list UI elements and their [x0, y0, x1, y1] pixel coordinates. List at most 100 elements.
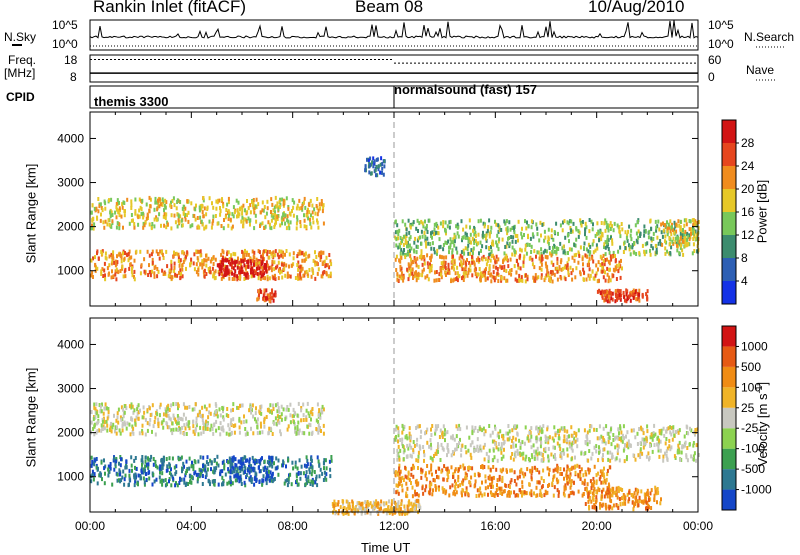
data-cell: [177, 225, 179, 229]
data-cell: [459, 483, 461, 487]
data-cell: [515, 271, 517, 275]
data-cell: [560, 223, 562, 227]
data-cell: [161, 465, 163, 469]
data-cell: [252, 415, 254, 419]
data-cell: [463, 272, 465, 276]
data-cell: [201, 220, 203, 224]
data-cell: [200, 455, 202, 459]
data-cell: [231, 470, 233, 474]
data-cell: [195, 429, 197, 433]
data-cell: [668, 426, 670, 430]
data-cell: [541, 263, 543, 267]
data-cell: [226, 203, 228, 207]
data-cell: [531, 445, 533, 449]
data-cell: [104, 481, 106, 485]
data-cell: [539, 266, 541, 270]
data-cell: [241, 265, 243, 269]
data-cell: [575, 266, 577, 270]
data-cell: [207, 423, 209, 427]
data-cell: [109, 210, 111, 214]
data-cell: [412, 267, 414, 271]
data-cell: [279, 223, 281, 227]
data-cell: [488, 246, 490, 250]
data-cell: [212, 206, 214, 210]
data-cell: [182, 250, 184, 254]
data-cell: [155, 197, 157, 201]
data-cell: [587, 467, 589, 471]
data-cell: [608, 247, 610, 251]
data-cell: [175, 220, 177, 224]
data-cell: [600, 237, 602, 241]
data-cell: [410, 454, 412, 458]
data-cell: [169, 269, 171, 273]
data-cell: [677, 444, 679, 448]
data-cell: [515, 483, 517, 487]
data-cell: [424, 488, 426, 492]
data-cell: [192, 420, 194, 424]
data-cell: [105, 402, 107, 406]
data-cell: [321, 472, 323, 476]
data-cell: [412, 486, 414, 490]
data-cell: [169, 408, 171, 412]
data-cell: [238, 214, 240, 218]
data-cell: [253, 274, 255, 278]
data-cell: [613, 228, 615, 232]
data-cell: [157, 418, 159, 422]
data-cell: [406, 444, 408, 448]
data-cell: [433, 279, 435, 283]
data-cell: [306, 477, 308, 481]
data-cell: [635, 223, 637, 227]
data-cell: [610, 227, 612, 231]
data-cell: [456, 251, 458, 255]
data-cell: [465, 225, 467, 229]
data-cell: [473, 449, 475, 453]
data-cell: [446, 478, 448, 482]
data-cell: [371, 171, 373, 175]
data-cell: [575, 440, 577, 444]
data-cell: [420, 468, 422, 472]
data-cell: [686, 426, 688, 430]
data-cell: [653, 232, 655, 236]
data-cell: [176, 206, 178, 210]
data-cell: [553, 475, 555, 479]
data-cell: [690, 454, 692, 458]
data-cell: [453, 278, 455, 282]
data-cell: [660, 449, 662, 453]
data-cell: [585, 222, 587, 226]
data-cell: [227, 224, 229, 228]
data-cell: [546, 249, 548, 253]
data-cell: [165, 212, 167, 216]
data-cell: [554, 273, 556, 277]
data-cell: [637, 453, 639, 457]
data-cell: [693, 441, 695, 445]
data-cell: [683, 224, 685, 228]
data-cell: [241, 216, 243, 220]
data-cell: [538, 451, 540, 455]
data-cell: [506, 468, 508, 472]
data-cell: [412, 260, 414, 264]
data-cell: [138, 209, 140, 213]
data-cell: [284, 213, 286, 217]
data-cell: [423, 459, 425, 463]
data-cell: [160, 202, 162, 206]
data-cell: [429, 269, 431, 273]
data-cell: [473, 241, 475, 245]
data-cell: [273, 267, 275, 271]
data-cell: [443, 260, 445, 264]
data-cell: [265, 288, 267, 292]
data-cell: [287, 458, 289, 462]
data-cell: [630, 299, 632, 303]
data-cell: [600, 481, 602, 485]
data-cell: [273, 407, 275, 411]
data-cell: [596, 481, 598, 485]
data-cell: [317, 455, 319, 459]
data-cell: [684, 236, 686, 240]
data-cell: [619, 293, 621, 297]
data-cell: [412, 494, 414, 498]
data-cell: [230, 478, 232, 482]
data-cell: [106, 429, 108, 433]
data-cell: [570, 228, 572, 232]
data-cell: [129, 263, 131, 267]
data-cell: [396, 223, 398, 227]
data-cell: [266, 481, 268, 485]
